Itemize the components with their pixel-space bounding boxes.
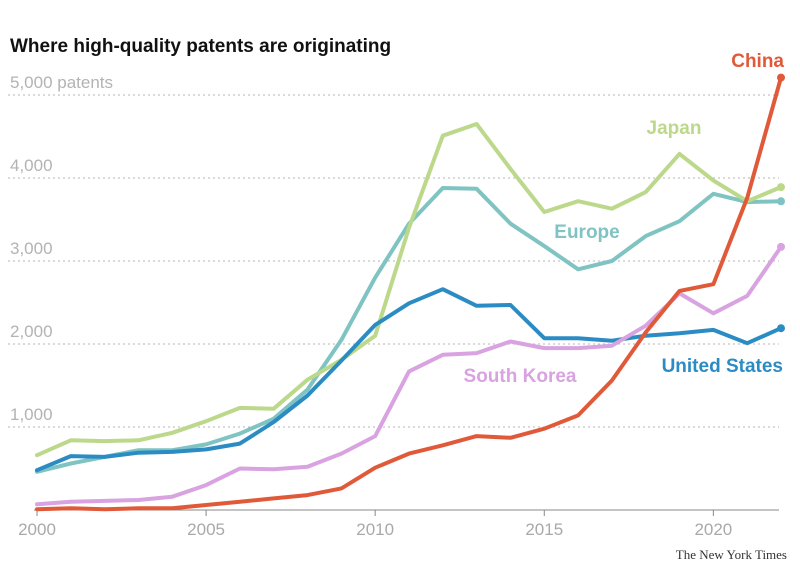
series-label-europe: Europe [554,222,619,243]
x-axis-ticks: 2000 2005 2010 2015 2020 [18,510,732,539]
series-line-south-korea [35,244,783,507]
x-tick-label: 2015 [525,520,563,539]
series-label-united-states: United States [662,356,783,377]
series-endpoint-europe [777,197,785,206]
series-line-united-states [35,287,783,473]
y-tick-label: 1,000 [10,405,53,424]
series-line-japan [35,122,783,458]
gridlines [8,94,779,428]
series-endpoint-united-states [777,324,785,333]
chart-title: Where high-quality patents are originati… [10,36,391,57]
series-labels: China Japan Europe United States South K… [464,51,785,387]
x-tick-label: 2005 [187,520,225,539]
y-tick-label: 4,000 [10,156,53,175]
credit-text: The New York Times [676,547,787,562]
series-label-south-korea: South Korea [464,366,577,387]
series-endpoint-south-korea [777,242,785,251]
x-tick-label: 2000 [18,520,56,539]
series-label-japan: Japan [647,118,702,139]
y-tick-label: 5,000 patents [10,73,113,92]
series-label-china: China [731,51,784,72]
series-endpoint-china [777,73,785,82]
y-tick-label: 3,000 [10,239,53,258]
y-tick-label: 2,000 [10,322,53,341]
y-axis-tick-labels: 1,000 2,000 3,000 4,000 5,000 patents [10,73,113,424]
x-tick-label: 2010 [356,520,394,539]
x-tick-label: 2020 [694,520,732,539]
series-endpoint-japan [777,183,785,192]
series-lines [35,73,785,512]
series-line-china [35,75,783,512]
